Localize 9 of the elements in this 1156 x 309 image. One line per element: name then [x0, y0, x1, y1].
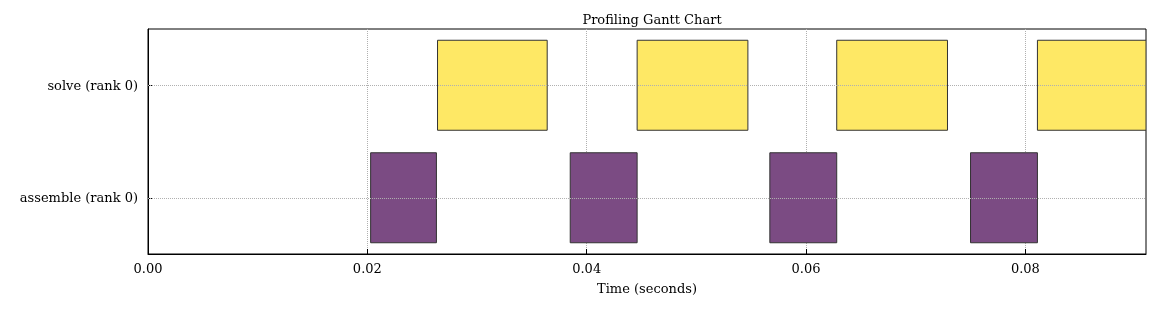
x-axis-title: Time (seconds): [597, 281, 697, 296]
y-tick-label: solve (rank 0): [47, 77, 138, 93]
x-tick-label: 0.04: [572, 261, 602, 276]
x-tick-label: 0.00: [133, 261, 163, 276]
y-tick-label: assemble (rank 0): [19, 190, 138, 206]
x-tick-label: 0.02: [352, 261, 382, 276]
x-tick-label: 0.08: [1010, 261, 1040, 276]
chart-title: Profiling Gantt Chart: [582, 12, 723, 27]
x-tick-label: 0.06: [791, 261, 821, 276]
